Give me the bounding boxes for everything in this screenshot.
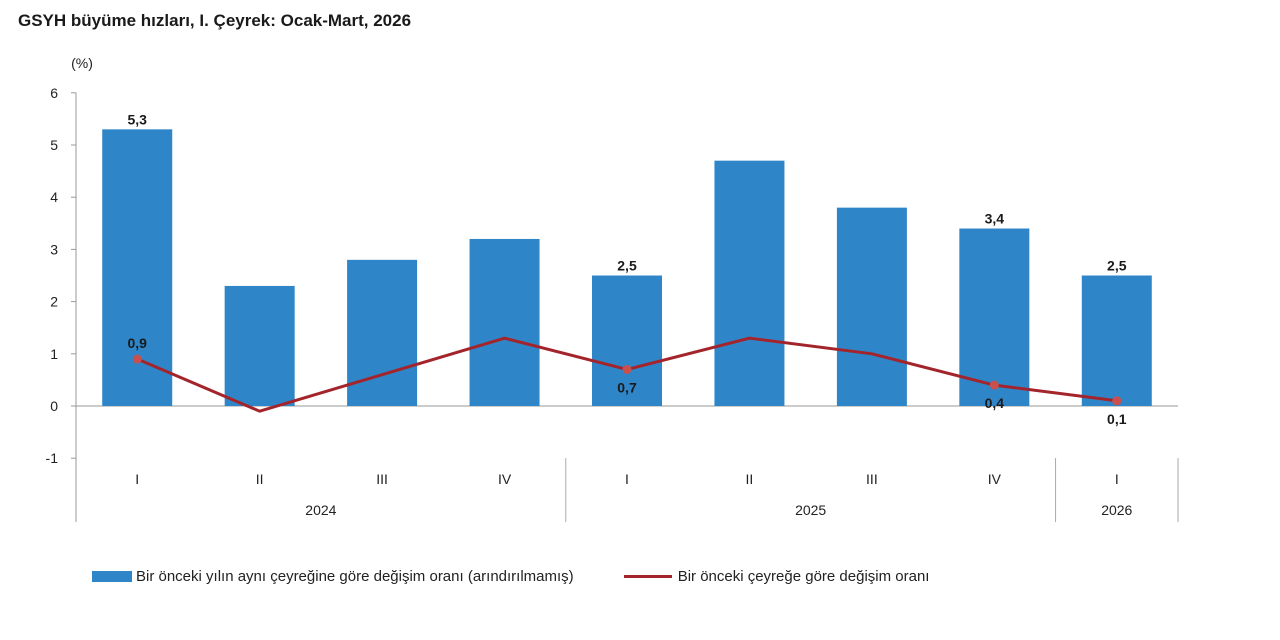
bar-series <box>102 129 1152 406</box>
line-data-label: 0,9 <box>127 335 147 351</box>
line-point <box>622 364 632 374</box>
bar <box>347 259 418 406</box>
x-group-label: 2025 <box>795 502 826 518</box>
data-labels: 5,3 2,5 3,4 2,5 0,9 0,7 0,4 0,1 <box>127 111 1126 426</box>
bar <box>102 129 173 406</box>
bar <box>959 228 1030 406</box>
bar-data-label: 3,4 <box>985 211 1005 227</box>
legend-item-line: Bir önceki çeyreğe göre değişim oranı <box>623 568 930 585</box>
bar <box>714 160 785 406</box>
legend-label-bar: Bir önceki yılın aynı çeyreğine göre değ… <box>136 568 574 585</box>
x-group-label: 2024 <box>305 502 336 518</box>
x-tick-label: IV <box>498 471 512 487</box>
line-data-label: 0,4 <box>985 395 1005 411</box>
line-data-label: 0,1 <box>1107 411 1127 427</box>
bar-data-label: 2,5 <box>617 258 637 274</box>
x-tick-label: II <box>256 471 264 487</box>
bar <box>836 207 907 406</box>
line-data-label: 0,7 <box>617 379 637 395</box>
bar-data-label: 5,3 <box>127 111 147 127</box>
y-axis-unit-label: (%) <box>71 55 93 71</box>
chart-title: GSYH büyüme hızları, I. Çeyrek: Ocak-Mar… <box>18 11 412 30</box>
x-tick-label: I <box>625 471 629 487</box>
y-tick-label: -1 <box>46 450 59 466</box>
bar <box>1081 275 1152 406</box>
y-tick-label: 6 <box>50 85 58 101</box>
bar <box>469 238 540 406</box>
x-tick-label: IV <box>988 471 1002 487</box>
bar-data-label: 2,5 <box>1107 258 1127 274</box>
line-point <box>132 354 142 364</box>
x-tick-label: I <box>135 471 139 487</box>
line-series <box>132 336 1122 413</box>
y-tick-label: 4 <box>50 189 58 205</box>
line-point <box>1112 396 1122 406</box>
x-tick-label: I <box>1115 471 1119 487</box>
bar <box>224 285 295 406</box>
y-tick-label: 2 <box>50 294 58 310</box>
y-tick-label: 3 <box>50 241 58 257</box>
x-tick-label: III <box>376 471 388 487</box>
x-tick-label: III <box>866 471 878 487</box>
legend-swatch-line <box>623 575 672 578</box>
legend-label-line: Bir önceki çeyreğe göre değişim oranı <box>677 568 930 585</box>
legend-item-bar: Bir önceki yılın aynı çeyreğine göre değ… <box>92 568 574 585</box>
y-tick-label: 0 <box>50 398 58 414</box>
bar <box>592 275 662 406</box>
legend-swatch-bar <box>92 571 132 582</box>
x-group-label: 2026 <box>1101 502 1132 518</box>
x-tick-label: II <box>746 471 754 487</box>
line-point <box>989 380 999 390</box>
y-tick-label: 5 <box>50 137 58 153</box>
legend: Bir önceki yılın aynı çeyreğine göre değ… <box>92 568 979 585</box>
y-tick-label: 1 <box>50 346 58 362</box>
